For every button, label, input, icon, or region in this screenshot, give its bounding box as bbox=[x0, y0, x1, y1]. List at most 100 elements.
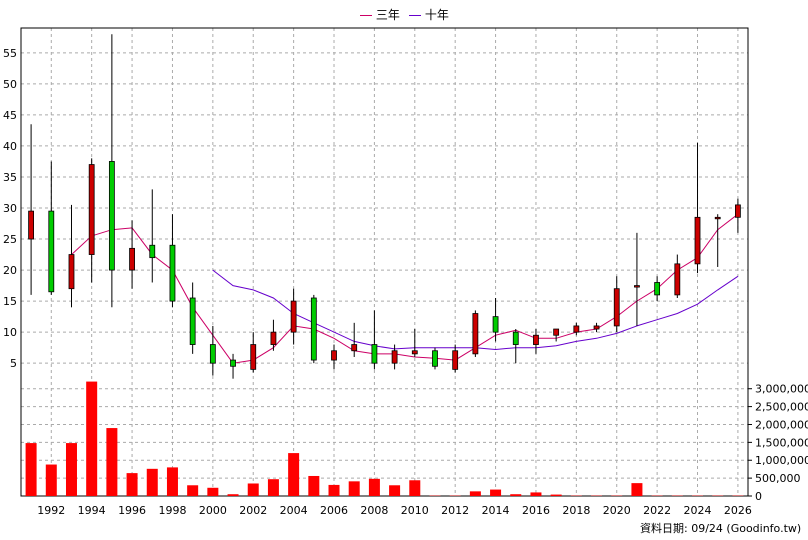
volume-bar bbox=[187, 485, 199, 496]
candle-body bbox=[270, 331, 277, 345]
candle-body bbox=[613, 288, 620, 327]
volume-tick-label: 0 bbox=[755, 490, 762, 503]
volume-bar bbox=[530, 492, 542, 496]
price-tick-label: 30 bbox=[3, 202, 17, 215]
x-tick-label: 2024 bbox=[684, 504, 712, 517]
candle-body bbox=[694, 216, 701, 265]
volume-tick-label: 500,000 bbox=[755, 472, 801, 485]
candle-body bbox=[533, 334, 539, 345]
candle-body bbox=[512, 331, 519, 345]
price-tick-label: 15 bbox=[3, 295, 17, 308]
candle-body bbox=[189, 297, 196, 345]
price-tick-label: 25 bbox=[3, 233, 17, 246]
volume-bar bbox=[409, 480, 421, 496]
candle-body bbox=[391, 350, 398, 364]
volume-bar bbox=[65, 443, 77, 496]
x-tick-label: 2026 bbox=[724, 504, 752, 517]
candle-body bbox=[674, 263, 681, 296]
volume-bar bbox=[146, 468, 158, 496]
candle-body bbox=[28, 210, 34, 240]
candle-body bbox=[108, 161, 115, 271]
legend-item-3y: 三年 bbox=[360, 6, 400, 23]
x-tick-label: 1994 bbox=[78, 504, 106, 517]
price-tick-label: 20 bbox=[3, 264, 17, 277]
volume-bar bbox=[510, 494, 522, 496]
price-tick-label: 5 bbox=[10, 357, 17, 370]
price-tick-label: 50 bbox=[3, 78, 17, 91]
price-tick-label: 10 bbox=[3, 326, 17, 339]
volume-bar bbox=[207, 487, 219, 496]
x-tick-label: 2008 bbox=[360, 504, 388, 517]
volume-bar bbox=[328, 484, 340, 496]
price-axis: 5 10 15 20 25 30 35 40 45 50 55 bbox=[3, 47, 17, 370]
volume-tick-label: 2,000,000 bbox=[755, 418, 808, 431]
candle-body bbox=[169, 244, 176, 302]
x-axis: 1992 1994 1996 1998 2000 2002 2004 2006 2008 2010… bbox=[37, 504, 752, 517]
x-tick-label: 2022 bbox=[643, 504, 671, 517]
volume-bar bbox=[267, 479, 279, 496]
x-tick-label: 2012 bbox=[441, 504, 469, 517]
candle-body bbox=[411, 350, 418, 355]
volume-bar bbox=[25, 443, 37, 496]
candle-body bbox=[331, 350, 337, 361]
candle-body bbox=[593, 325, 600, 330]
x-tick-label: 2006 bbox=[320, 504, 348, 517]
x-tick-label: 1998 bbox=[158, 504, 186, 517]
legend-swatch-10y bbox=[409, 15, 421, 16]
candle-body bbox=[310, 297, 317, 361]
price-tick-label: 45 bbox=[3, 109, 17, 122]
volume-bar bbox=[469, 491, 481, 496]
x-tick-label: 2016 bbox=[522, 504, 550, 517]
candle-body bbox=[714, 216, 721, 220]
volume-bar bbox=[550, 494, 562, 496]
candle-body bbox=[230, 359, 236, 367]
candle-body bbox=[432, 350, 438, 367]
legend-swatch-3y bbox=[360, 15, 372, 16]
candle-body bbox=[290, 300, 297, 333]
volume-bar bbox=[126, 473, 138, 496]
volume-bar bbox=[631, 483, 643, 496]
volume-axis: 0 500,000 1,000,000 1,500,000 2,000,000 2,500… bbox=[748, 383, 808, 503]
candle-body bbox=[48, 210, 55, 293]
x-tick-label: 2000 bbox=[199, 504, 227, 517]
candle-body bbox=[654, 282, 661, 296]
volume-bar bbox=[86, 381, 98, 496]
legend-item-10y: 十年 bbox=[409, 6, 449, 23]
candle-body bbox=[735, 204, 741, 218]
volume-bar bbox=[247, 483, 259, 496]
candles bbox=[28, 34, 741, 379]
x-tick-label: 2018 bbox=[562, 504, 590, 517]
legend-label-3y: 三年 bbox=[375, 8, 400, 22]
price-tick-label: 35 bbox=[3, 171, 17, 184]
volume-bar bbox=[368, 478, 380, 496]
candle-body bbox=[452, 350, 459, 370]
candle-body bbox=[149, 244, 156, 259]
candle-body bbox=[129, 247, 135, 271]
volume-bar bbox=[227, 494, 239, 496]
volume-tick-label: 3,000,000 bbox=[755, 383, 808, 396]
x-tick-label: 2010 bbox=[401, 504, 429, 517]
volume-bar bbox=[45, 464, 57, 496]
x-tick-label: 2020 bbox=[603, 504, 631, 517]
candle-body bbox=[573, 325, 580, 333]
candle-body bbox=[634, 285, 640, 288]
candle-body bbox=[209, 344, 216, 364]
candle-body bbox=[553, 328, 560, 336]
candle-body bbox=[371, 344, 378, 364]
volume-bar bbox=[348, 481, 360, 496]
candle-body bbox=[492, 316, 499, 333]
price-tick-label: 55 bbox=[3, 47, 17, 60]
source-label: 資料日期: 09/24 (Goodinfo.tw) bbox=[640, 522, 802, 535]
ma-line-3y bbox=[71, 213, 739, 364]
grid bbox=[21, 28, 748, 496]
volume-bar bbox=[490, 489, 502, 496]
x-tick-label: 1992 bbox=[37, 504, 65, 517]
legend-label-10y: 十年 bbox=[424, 8, 449, 22]
volume-tick-label: 2,500,000 bbox=[755, 401, 808, 414]
x-tick-label: 1996 bbox=[118, 504, 146, 517]
x-tick-label: 2004 bbox=[280, 504, 308, 517]
candle-body bbox=[250, 344, 257, 370]
candle-body bbox=[351, 344, 358, 352]
